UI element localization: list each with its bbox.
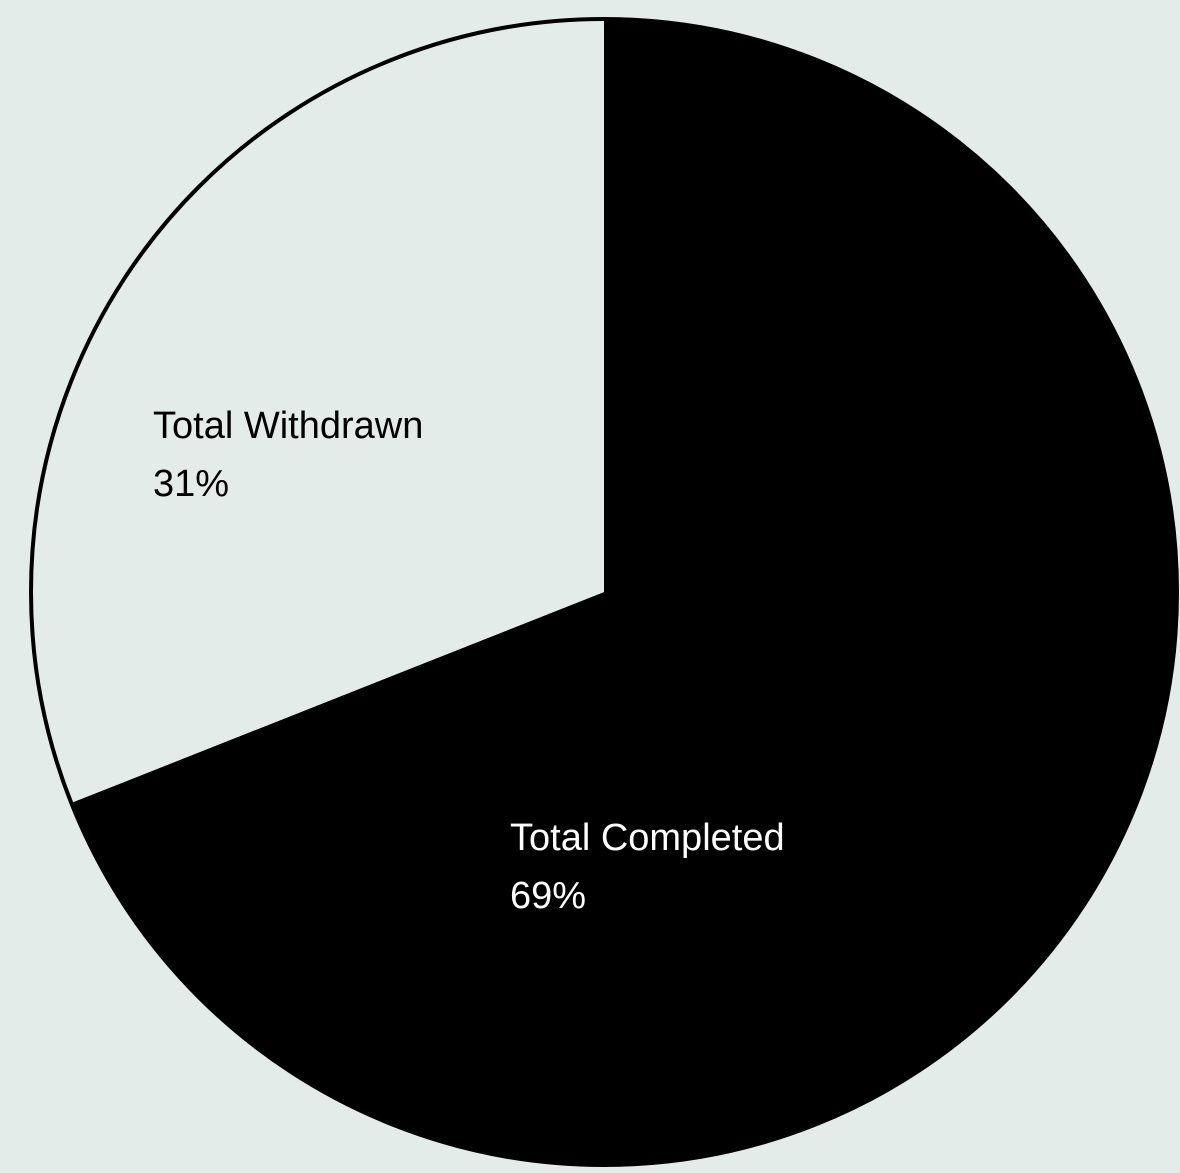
slice-percent-label: 69% xyxy=(510,875,586,917)
pie-slice-total-completed xyxy=(71,19,1178,1165)
slice-label: Total Completed xyxy=(510,817,785,859)
pie-outline xyxy=(29,17,1179,1167)
pie-slices xyxy=(30,19,1178,1165)
slice-percent-label: 31% xyxy=(153,463,229,505)
slice-label: Total Withdrawn xyxy=(153,405,423,447)
pie-labels: Total Completed 69% Total Withdrawn 31% xyxy=(153,405,785,917)
